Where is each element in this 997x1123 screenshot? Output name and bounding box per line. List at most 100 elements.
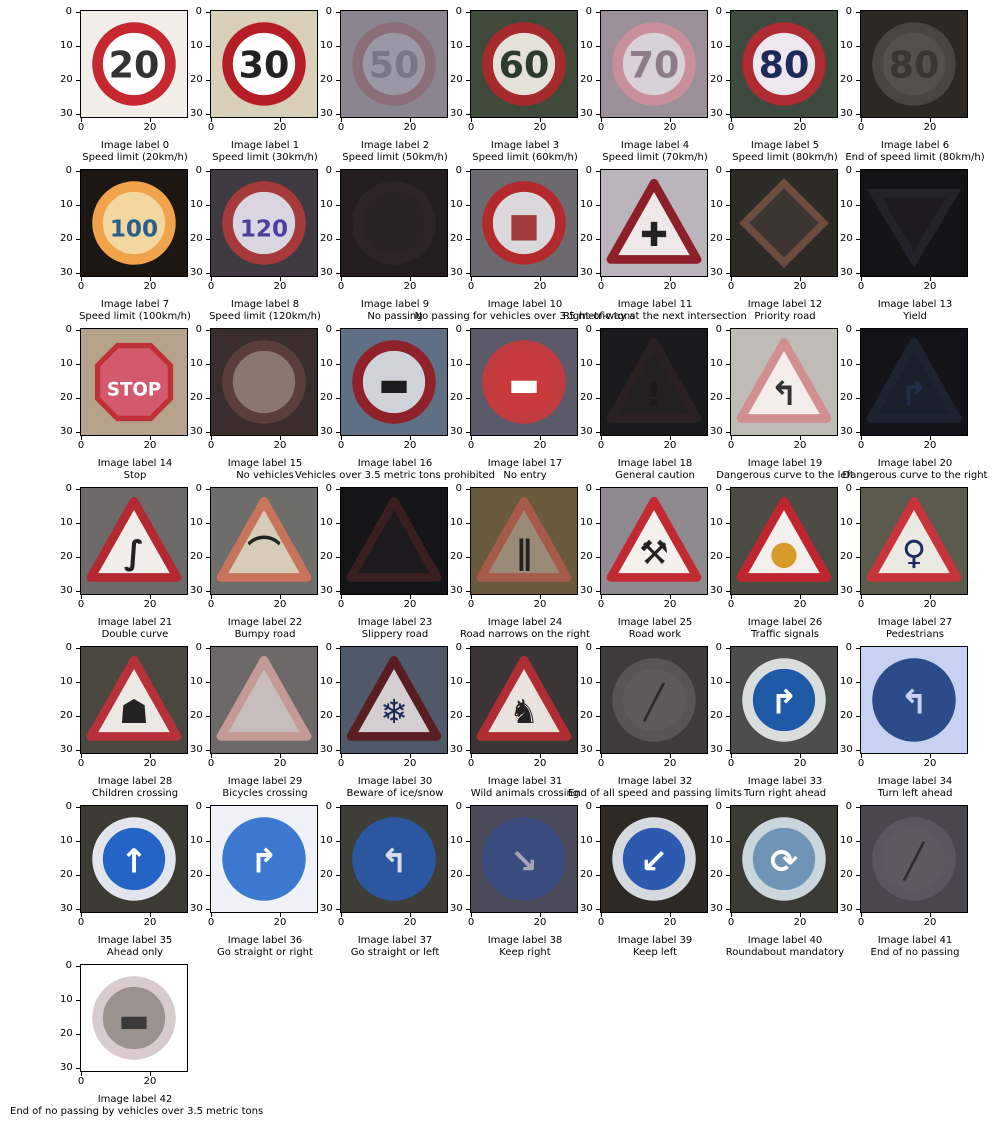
y-tick-label: 0 <box>195 642 202 653</box>
y-tick-label: 20 <box>710 233 723 244</box>
y-tick-label: 20 <box>840 392 853 403</box>
y-tick <box>726 80 730 81</box>
plot-area: ↰ <box>340 805 448 913</box>
y-tick <box>856 841 860 842</box>
panel-caption: Image label 8 Speed limit (120km/h) <box>140 299 390 323</box>
x-tick-label: 20 <box>793 440 807 451</box>
x-tick <box>81 277 82 281</box>
sign-image: ♀ <box>861 488 967 594</box>
x-tick-label: 20 <box>403 917 417 928</box>
x-tick-label: 20 <box>273 917 287 928</box>
y-tick <box>466 46 470 47</box>
panel-caption: Image label 33 Turn right ahead <box>660 776 910 800</box>
plot-area: ↱ <box>860 328 968 436</box>
y-tick <box>76 239 80 240</box>
plot-area: ∥ <box>470 487 578 595</box>
y-tick <box>336 364 340 365</box>
sign-name: Speed limit (80km/h) <box>732 152 838 163</box>
sign-shape <box>86 496 182 582</box>
y-tick-label: 20 <box>840 869 853 880</box>
image-label: Image label 3 <box>490 140 560 151</box>
panel-caption: Image label 23 Slippery road <box>270 617 520 641</box>
y-tick <box>596 46 600 47</box>
sign-shape <box>606 178 702 264</box>
y-tick <box>856 523 860 524</box>
sign-shape <box>872 22 956 106</box>
y-tick-label: 30 <box>450 744 463 755</box>
y-tick-label: 10 <box>190 358 203 369</box>
x-tick <box>150 118 151 122</box>
y-tick <box>76 523 80 524</box>
y-tick <box>336 807 340 808</box>
plot-area: ↘ <box>470 805 578 913</box>
y-tick-label: 20 <box>710 551 723 562</box>
x-tick <box>540 913 541 917</box>
sign-panel: ↱ 0 10 20 30 0 20 Image label 20 Dangerous curve… <box>840 325 987 483</box>
sign-panel: ↰ 0 10 20 30 0 20 Image label 19 Dangerous curve… <box>710 325 854 483</box>
y-tick <box>596 716 600 717</box>
sign-name: Beware of ice/snow <box>346 788 444 799</box>
y-tick <box>596 114 600 115</box>
y-tick-label: 10 <box>840 199 853 210</box>
y-tick <box>76 591 80 592</box>
x-tick <box>471 436 472 440</box>
panel-caption: Image label 11 Right-of-way at the next i… <box>530 299 780 323</box>
y-tick-label: 0 <box>715 801 722 812</box>
y-tick <box>856 557 860 558</box>
y-tick-label: 30 <box>60 267 73 278</box>
x-tick-label: 0 <box>337 917 345 928</box>
x-tick-label: 0 <box>467 440 475 451</box>
x-tick <box>410 754 411 758</box>
y-tick-label: 20 <box>450 710 463 721</box>
image-label: Image label 6 <box>880 140 950 151</box>
sign-panel: 80 0 10 20 30 0 20 Image label 6 End of speed li… <box>840 7 985 165</box>
y-tick-label: 30 <box>580 903 593 914</box>
y-tick <box>726 171 730 172</box>
y-tick-label: 0 <box>585 642 592 653</box>
x-tick-label: 20 <box>923 281 937 292</box>
sign-glyph: 80 <box>759 43 810 86</box>
y-tick-label: 30 <box>710 903 723 914</box>
y-tick <box>596 648 600 649</box>
sign-name: No vehicles <box>236 470 294 481</box>
x-tick-label: 20 <box>793 917 807 928</box>
image-label: Image label 21 <box>97 617 173 628</box>
x-tick <box>540 436 541 440</box>
sign-glyph: ↱ <box>250 841 278 880</box>
y-tick-label: 0 <box>65 960 72 971</box>
panel-caption: Image label 17 No entry <box>400 458 650 482</box>
y-tick-label: 10 <box>580 358 593 369</box>
sign-glyph: 30 <box>239 43 290 86</box>
y-tick-label: 20 <box>840 74 853 85</box>
x-tick <box>471 754 472 758</box>
y-tick-label: 20 <box>710 869 723 880</box>
sign-image: ☗ <box>81 647 187 753</box>
y-tick <box>596 682 600 683</box>
y-tick-label: 30 <box>320 744 333 755</box>
x-tick-label: 20 <box>143 917 157 928</box>
sign-name: End of no passing by vehicles over 3.5 m… <box>10 1106 264 1117</box>
sign-image: ❄ <box>341 647 447 753</box>
y-tick-label: 30 <box>580 585 593 596</box>
sign-panel: ↰ 0 10 20 30 0 20 Image label 37 Go straight or … <box>320 802 460 960</box>
y-tick <box>726 114 730 115</box>
y-tick <box>466 12 470 13</box>
y-tick <box>856 875 860 876</box>
y-tick-label: 0 <box>845 801 852 812</box>
y-tick-label: 30 <box>60 585 73 596</box>
x-tick-label: 0 <box>597 599 605 610</box>
x-tick-label: 20 <box>923 122 937 133</box>
y-tick-label: 20 <box>450 233 463 244</box>
y-tick <box>856 171 860 172</box>
y-tick <box>596 807 600 808</box>
y-tick-label: 30 <box>580 426 593 437</box>
panel-caption: Image label 1 Speed limit (30km/h) <box>140 140 390 164</box>
y-tick <box>726 648 730 649</box>
panel-caption: Image label 20 Dangerous curve to the rig… <box>790 458 997 482</box>
sign-shape <box>612 658 696 742</box>
y-tick-label: 30 <box>190 267 203 278</box>
sign-glyph: ↱ <box>900 374 928 413</box>
x-tick-label: 20 <box>663 440 677 451</box>
panel-caption: Image label 3 Speed limit (60km/h) <box>400 140 650 164</box>
y-tick <box>336 875 340 876</box>
